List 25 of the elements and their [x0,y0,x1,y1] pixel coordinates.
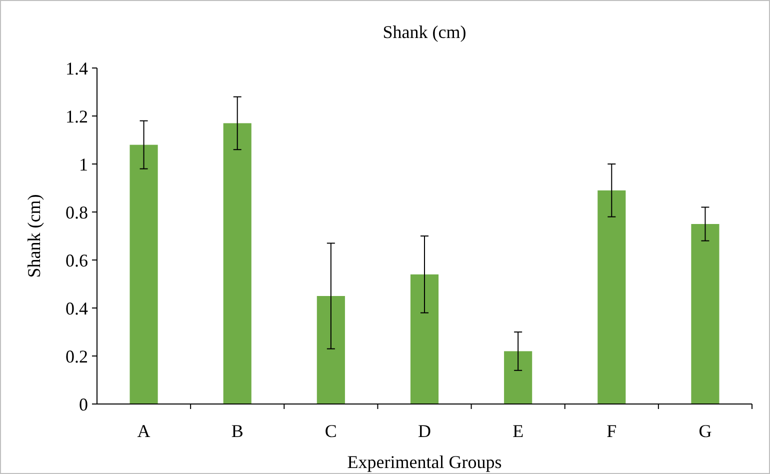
chart-title: Shank (cm) [382,22,466,42]
x-tick-label: A [137,421,150,441]
y-tick-label: 1.4 [66,58,88,78]
bar [410,274,439,404]
y-tick-label: 0.8 [66,202,88,222]
x-tick-label: B [231,421,244,441]
y-tick-label: 0.4 [66,298,88,318]
x-tick-label: D [418,421,431,441]
y-tick-label: 0.2 [66,346,88,366]
bar [223,123,252,404]
bar [598,190,626,404]
y-axis-title: Shank (cm) [24,194,44,278]
y-tick-label: 1 [79,154,88,174]
bar [316,296,345,404]
x-tick-label: G [698,421,712,441]
y-tick-label: 0 [79,394,88,414]
bar [691,224,720,404]
y-tick-label: 0.6 [66,250,88,270]
bar [504,351,532,404]
x-tick-label: F [606,421,617,441]
x-tick-label: E [512,421,524,441]
bar [130,144,158,404]
x-tick-label: C [324,421,337,441]
x-axis-title: Experimental Groups [347,452,502,472]
y-tick-label: 1.2 [66,106,88,126]
